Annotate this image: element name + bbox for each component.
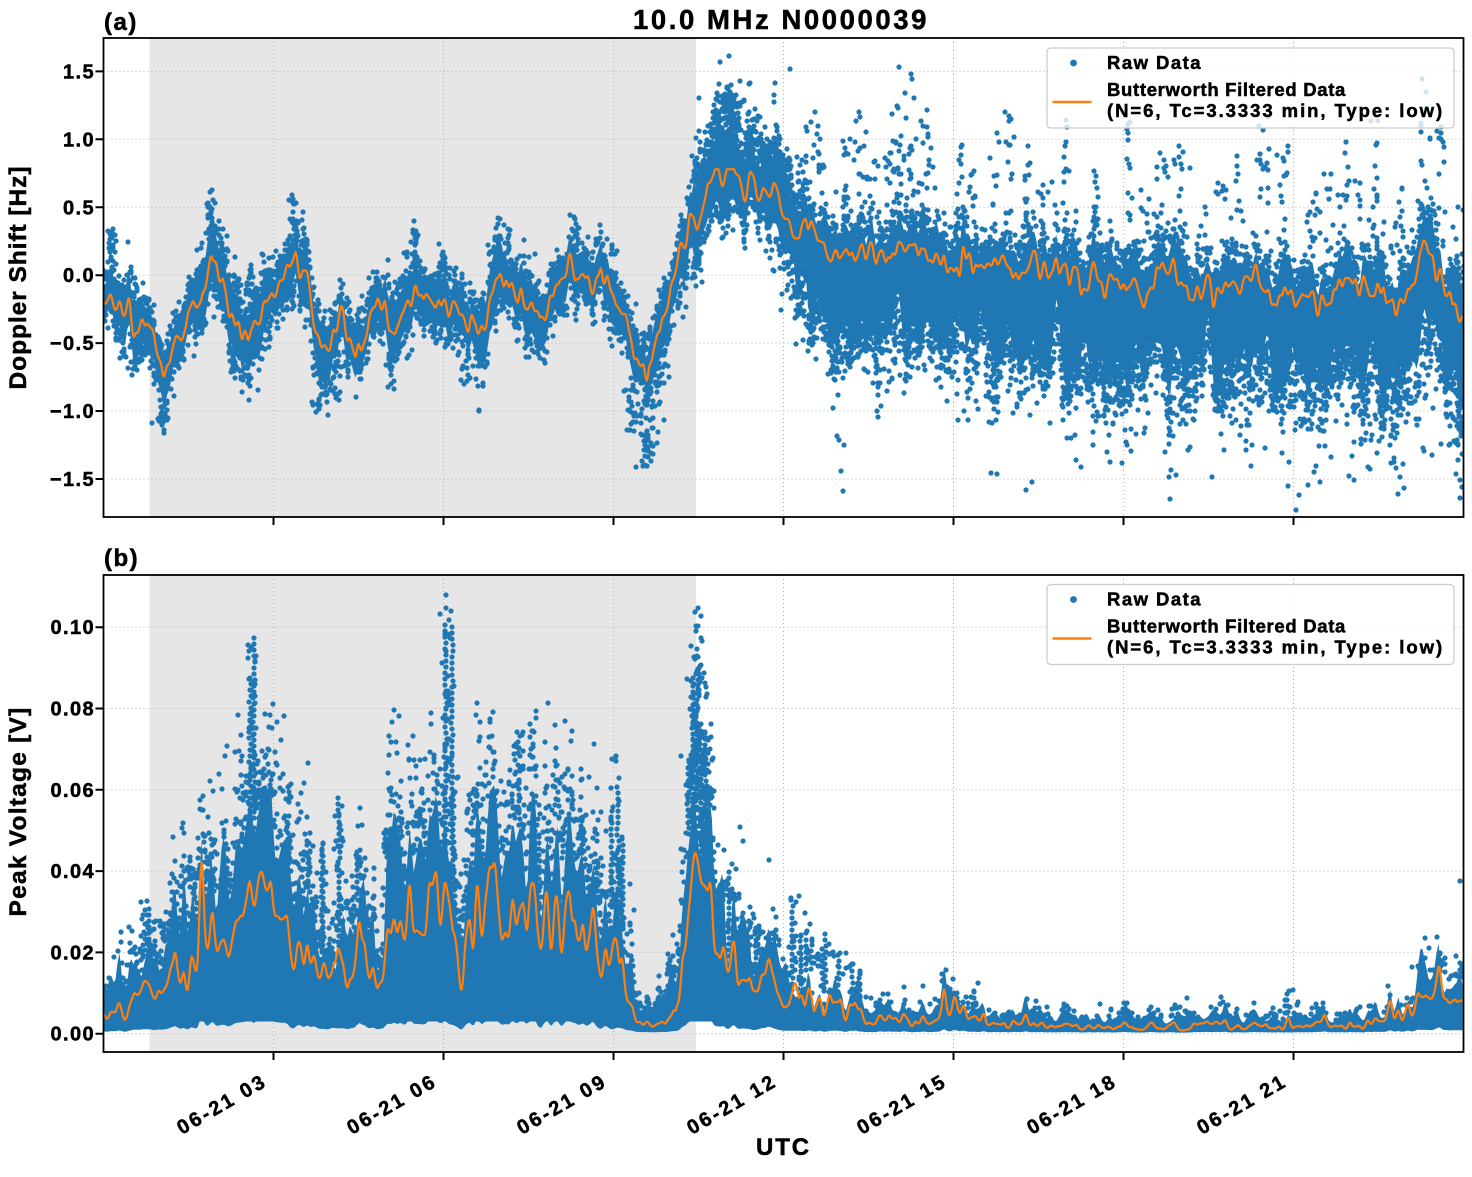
svg-text:0.0: 0.0	[63, 265, 95, 287]
svg-text:06-21 15: 06-21 15	[853, 1070, 951, 1139]
svg-text:(a): (a)	[104, 9, 138, 36]
svg-text:Raw Data: Raw Data	[1107, 52, 1202, 73]
svg-text:06-21 09: 06-21 09	[513, 1070, 611, 1139]
svg-text:−1.0: −1.0	[50, 401, 95, 423]
svg-text:(N=6, Tc=3.3333 min, Type: low: (N=6, Tc=3.3333 min, Type: low)	[1107, 637, 1444, 658]
svg-text:UTC: UTC	[756, 1134, 811, 1161]
svg-text:0.10: 0.10	[50, 617, 95, 639]
svg-text:−1.5: −1.5	[50, 469, 95, 491]
svg-text:06-21 03: 06-21 03	[173, 1070, 271, 1139]
svg-text:Doppler Shift [Hz]: Doppler Shift [Hz]	[5, 166, 32, 390]
svg-text:Butterworth Filtered Data: Butterworth Filtered Data	[1107, 79, 1346, 100]
svg-text:0.08: 0.08	[50, 699, 95, 721]
svg-text:06-21 06: 06-21 06	[343, 1070, 441, 1139]
svg-text:(N=6, Tc=3.3333 min, Type: low: (N=6, Tc=3.3333 min, Type: low)	[1107, 100, 1444, 121]
svg-text:0.5: 0.5	[63, 197, 95, 219]
svg-text:(b): (b)	[104, 545, 139, 572]
svg-text:0.06: 0.06	[50, 780, 95, 802]
svg-text:Raw Data: Raw Data	[1107, 589, 1202, 610]
svg-text:0.02: 0.02	[50, 942, 95, 964]
svg-text:1.0: 1.0	[63, 129, 95, 151]
svg-text:Peak Voltage [V]: Peak Voltage [V]	[5, 706, 32, 916]
svg-text:0.00: 0.00	[50, 1024, 95, 1046]
svg-text:0.04: 0.04	[50, 861, 95, 883]
svg-text:06-21 18: 06-21 18	[1023, 1070, 1121, 1139]
svg-text:10.0 MHz N0000039: 10.0 MHz N0000039	[633, 4, 929, 35]
svg-text:Butterworth Filtered Data: Butterworth Filtered Data	[1107, 616, 1346, 637]
svg-text:06-21 21: 06-21 21	[1193, 1070, 1291, 1139]
svg-text:06-21 12: 06-21 12	[683, 1070, 781, 1139]
svg-text:1.5: 1.5	[63, 61, 95, 83]
svg-text:−0.5: −0.5	[50, 333, 95, 355]
